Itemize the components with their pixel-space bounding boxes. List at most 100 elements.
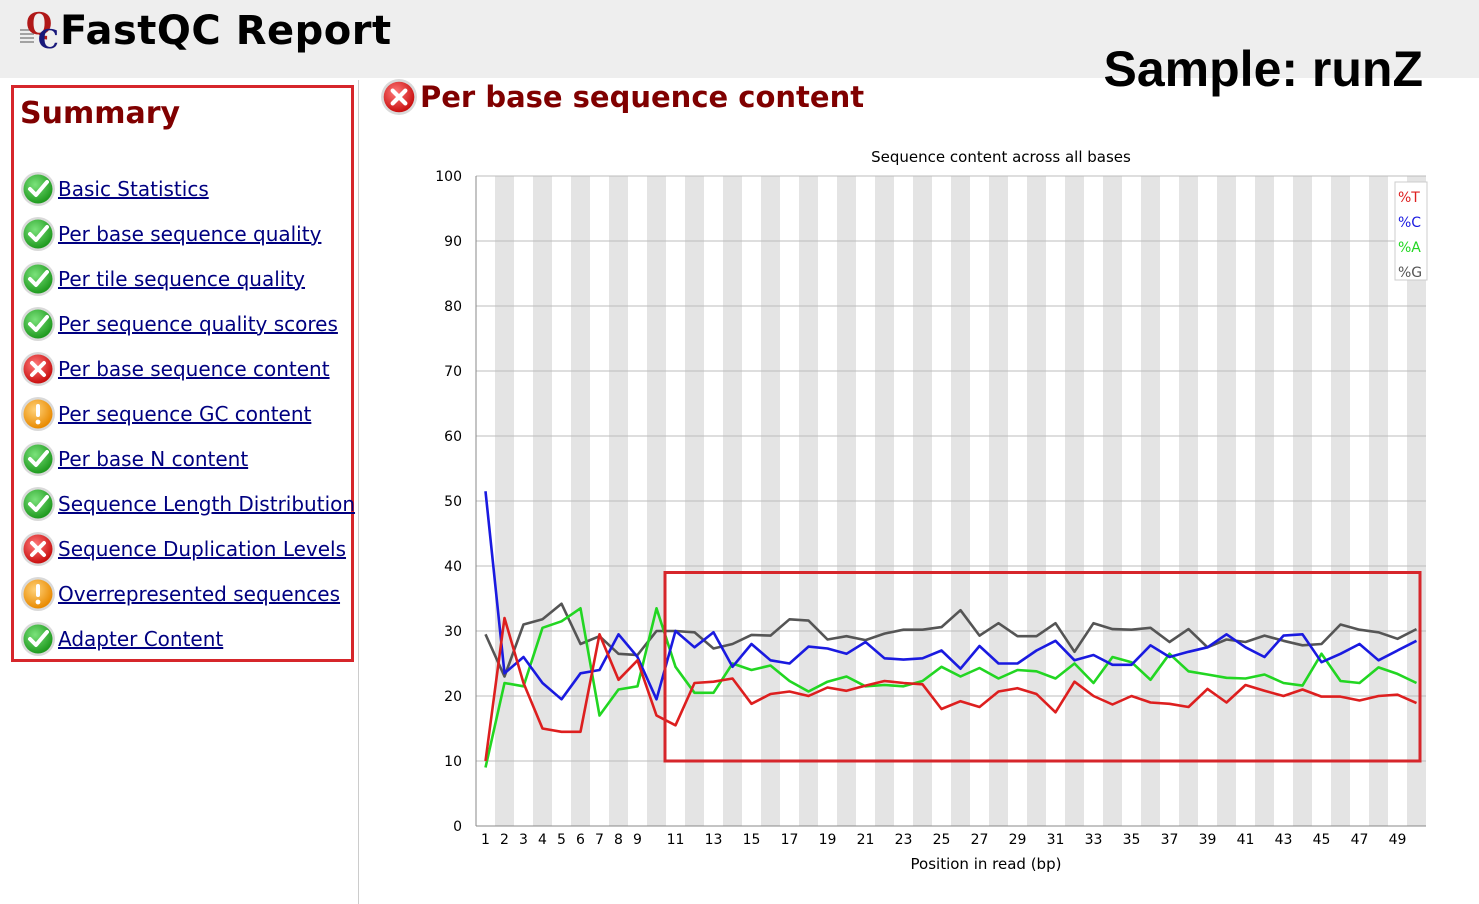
- summary-link[interactable]: Adapter Content: [58, 626, 224, 651]
- y-tick-label: 60: [444, 429, 462, 445]
- x-tick-label: 39: [1199, 832, 1217, 848]
- y-gridlines: 0 10 20 30 40 50 60 70 80 90 100: [435, 169, 1426, 835]
- chart-legend: %T %C %A %G: [1394, 181, 1428, 281]
- sample-label: Sample: runZ: [1103, 41, 1423, 97]
- x-tick-labels: 1 2 3 4 5 6 7 8 9 11 13 15 17 19 21 23 25 27 29 31 33 35 37 39 4…: [481, 832, 1406, 848]
- y-tick-label: 30: [444, 624, 462, 640]
- y-tick-label: 80: [444, 299, 462, 315]
- x-tick-label: 43: [1275, 832, 1293, 848]
- pass-icon: [21, 486, 55, 521]
- summary-link[interactable]: Sequence Length Distribution: [58, 491, 356, 516]
- warn-icon: [21, 576, 55, 611]
- section-title: Per base sequence content: [420, 80, 865, 114]
- summary-item[interactable]: Per base sequence quality: [20, 211, 355, 256]
- x-tick-label: 33: [1085, 832, 1103, 848]
- legend-entry: %C: [1398, 215, 1421, 231]
- pass-icon: [21, 306, 55, 341]
- summary-link[interactable]: Per tile sequence quality: [58, 266, 306, 291]
- summary-link[interactable]: Per base N content: [58, 446, 249, 471]
- pass-icon: [21, 441, 55, 476]
- x-tick-label: 4: [538, 832, 547, 848]
- panel-divider: [358, 80, 359, 904]
- series-line-g: [484, 602, 1418, 678]
- summary-item[interactable]: Adapter Content: [20, 616, 355, 661]
- series-line-t: [484, 616, 1418, 762]
- x-tick-label: 13: [705, 832, 723, 848]
- x-tick-label: 45: [1313, 832, 1331, 848]
- summary-link[interactable]: Per sequence quality scores: [58, 311, 338, 336]
- x-tick-label: 17: [781, 832, 799, 848]
- report-header: Q C FastQC Report Sample: runZ: [0, 0, 1479, 97]
- x-tick-label: 35: [1123, 832, 1141, 848]
- y-tick-label: 90: [444, 234, 462, 250]
- x-tick-label: 5: [557, 832, 566, 848]
- summary-panel: Summary Basic Statistics Per base sequenc…: [11, 85, 355, 662]
- y-tick-label: 10: [444, 754, 462, 770]
- svg-text:C: C: [38, 25, 59, 52]
- svg-text:Q: Q: [26, 7, 52, 42]
- x-tick-label: 15: [743, 832, 761, 848]
- summary-item[interactable]: Basic Statistics: [20, 166, 355, 211]
- x-tick-label: 9: [633, 832, 642, 848]
- y-tick-label: 100: [435, 169, 462, 185]
- x-tick-label: 29: [1009, 832, 1027, 848]
- section-header: Per base sequence content: [380, 78, 864, 116]
- x-tick-label: 2: [500, 832, 509, 848]
- x-tick-label: 25: [933, 832, 951, 848]
- x-tick-label: 11: [667, 832, 685, 848]
- x-tick-label: 19: [819, 832, 837, 848]
- x-tick-label: 6: [576, 832, 585, 848]
- y-tick-label: 70: [444, 364, 462, 380]
- x-tick-label: 31: [1047, 832, 1065, 848]
- pass-icon: [21, 216, 55, 251]
- y-tick-label: 40: [444, 559, 462, 575]
- highlight-box: [663, 571, 1422, 763]
- x-tick-label: 3: [519, 832, 528, 848]
- summary-item[interactable]: Per sequence GC content: [20, 391, 355, 436]
- x-tick-label: 49: [1389, 832, 1407, 848]
- legend-entry: %G: [1398, 265, 1422, 281]
- summary-link[interactable]: Per base sequence content: [58, 356, 330, 381]
- summary-link[interactable]: Sequence Duplication Levels: [58, 536, 347, 561]
- summary-link[interactable]: Per base sequence quality: [58, 221, 322, 246]
- x-tick-label: 47: [1351, 832, 1369, 848]
- y-tick-label: 20: [444, 689, 462, 705]
- x-tick-label: 41: [1237, 832, 1255, 848]
- summary-item[interactable]: Overrepresented sequences: [20, 571, 355, 616]
- summary-title: Summary: [20, 96, 181, 131]
- legend-entry: %A: [1398, 240, 1421, 256]
- summary-item[interactable]: Per tile sequence quality: [20, 256, 355, 301]
- fail-icon: [21, 531, 55, 566]
- x-tick-label: 27: [971, 832, 989, 848]
- pass-icon: [21, 621, 55, 656]
- fastqc-logo-icon: Q C: [20, 7, 59, 52]
- x-tick-label: 21: [857, 832, 875, 848]
- summary-item[interactable]: Per base N content: [20, 436, 355, 481]
- series-line-c: [484, 491, 1418, 701]
- x-tick-label: 8: [614, 832, 623, 848]
- summary-link[interactable]: Per sequence GC content: [58, 401, 312, 426]
- legend-box: [1394, 181, 1428, 281]
- summary-item[interactable]: Per base sequence content: [20, 346, 355, 391]
- x-tick-label: 1: [481, 832, 490, 848]
- x-tick-label: 23: [895, 832, 913, 848]
- pass-icon: [21, 261, 55, 296]
- summary-link[interactable]: Overrepresented sequences: [58, 581, 341, 606]
- pass-icon: [21, 171, 55, 206]
- warn-icon: [21, 396, 55, 431]
- y-tick-label: 0: [453, 819, 462, 835]
- summary-item[interactable]: Sequence Length Distribution: [20, 481, 355, 526]
- x-tick-label: 7: [595, 832, 604, 848]
- fail-icon: [381, 79, 417, 115]
- app-title: FastQC Report: [60, 8, 392, 54]
- x-tick-label: 37: [1161, 832, 1179, 848]
- summary-link[interactable]: Basic Statistics: [58, 176, 209, 201]
- chart-title: Sequence content across all bases: [871, 148, 1131, 166]
- x-axis-label: Position in read (bp): [911, 855, 1062, 873]
- legend-entry: %T: [1398, 190, 1420, 206]
- summary-list: Basic Statistics Per base sequence qualit…: [20, 166, 355, 661]
- summary-item[interactable]: Per sequence quality scores: [20, 301, 355, 346]
- y-tick-label: 50: [444, 494, 462, 510]
- summary-item[interactable]: Sequence Duplication Levels: [20, 526, 355, 571]
